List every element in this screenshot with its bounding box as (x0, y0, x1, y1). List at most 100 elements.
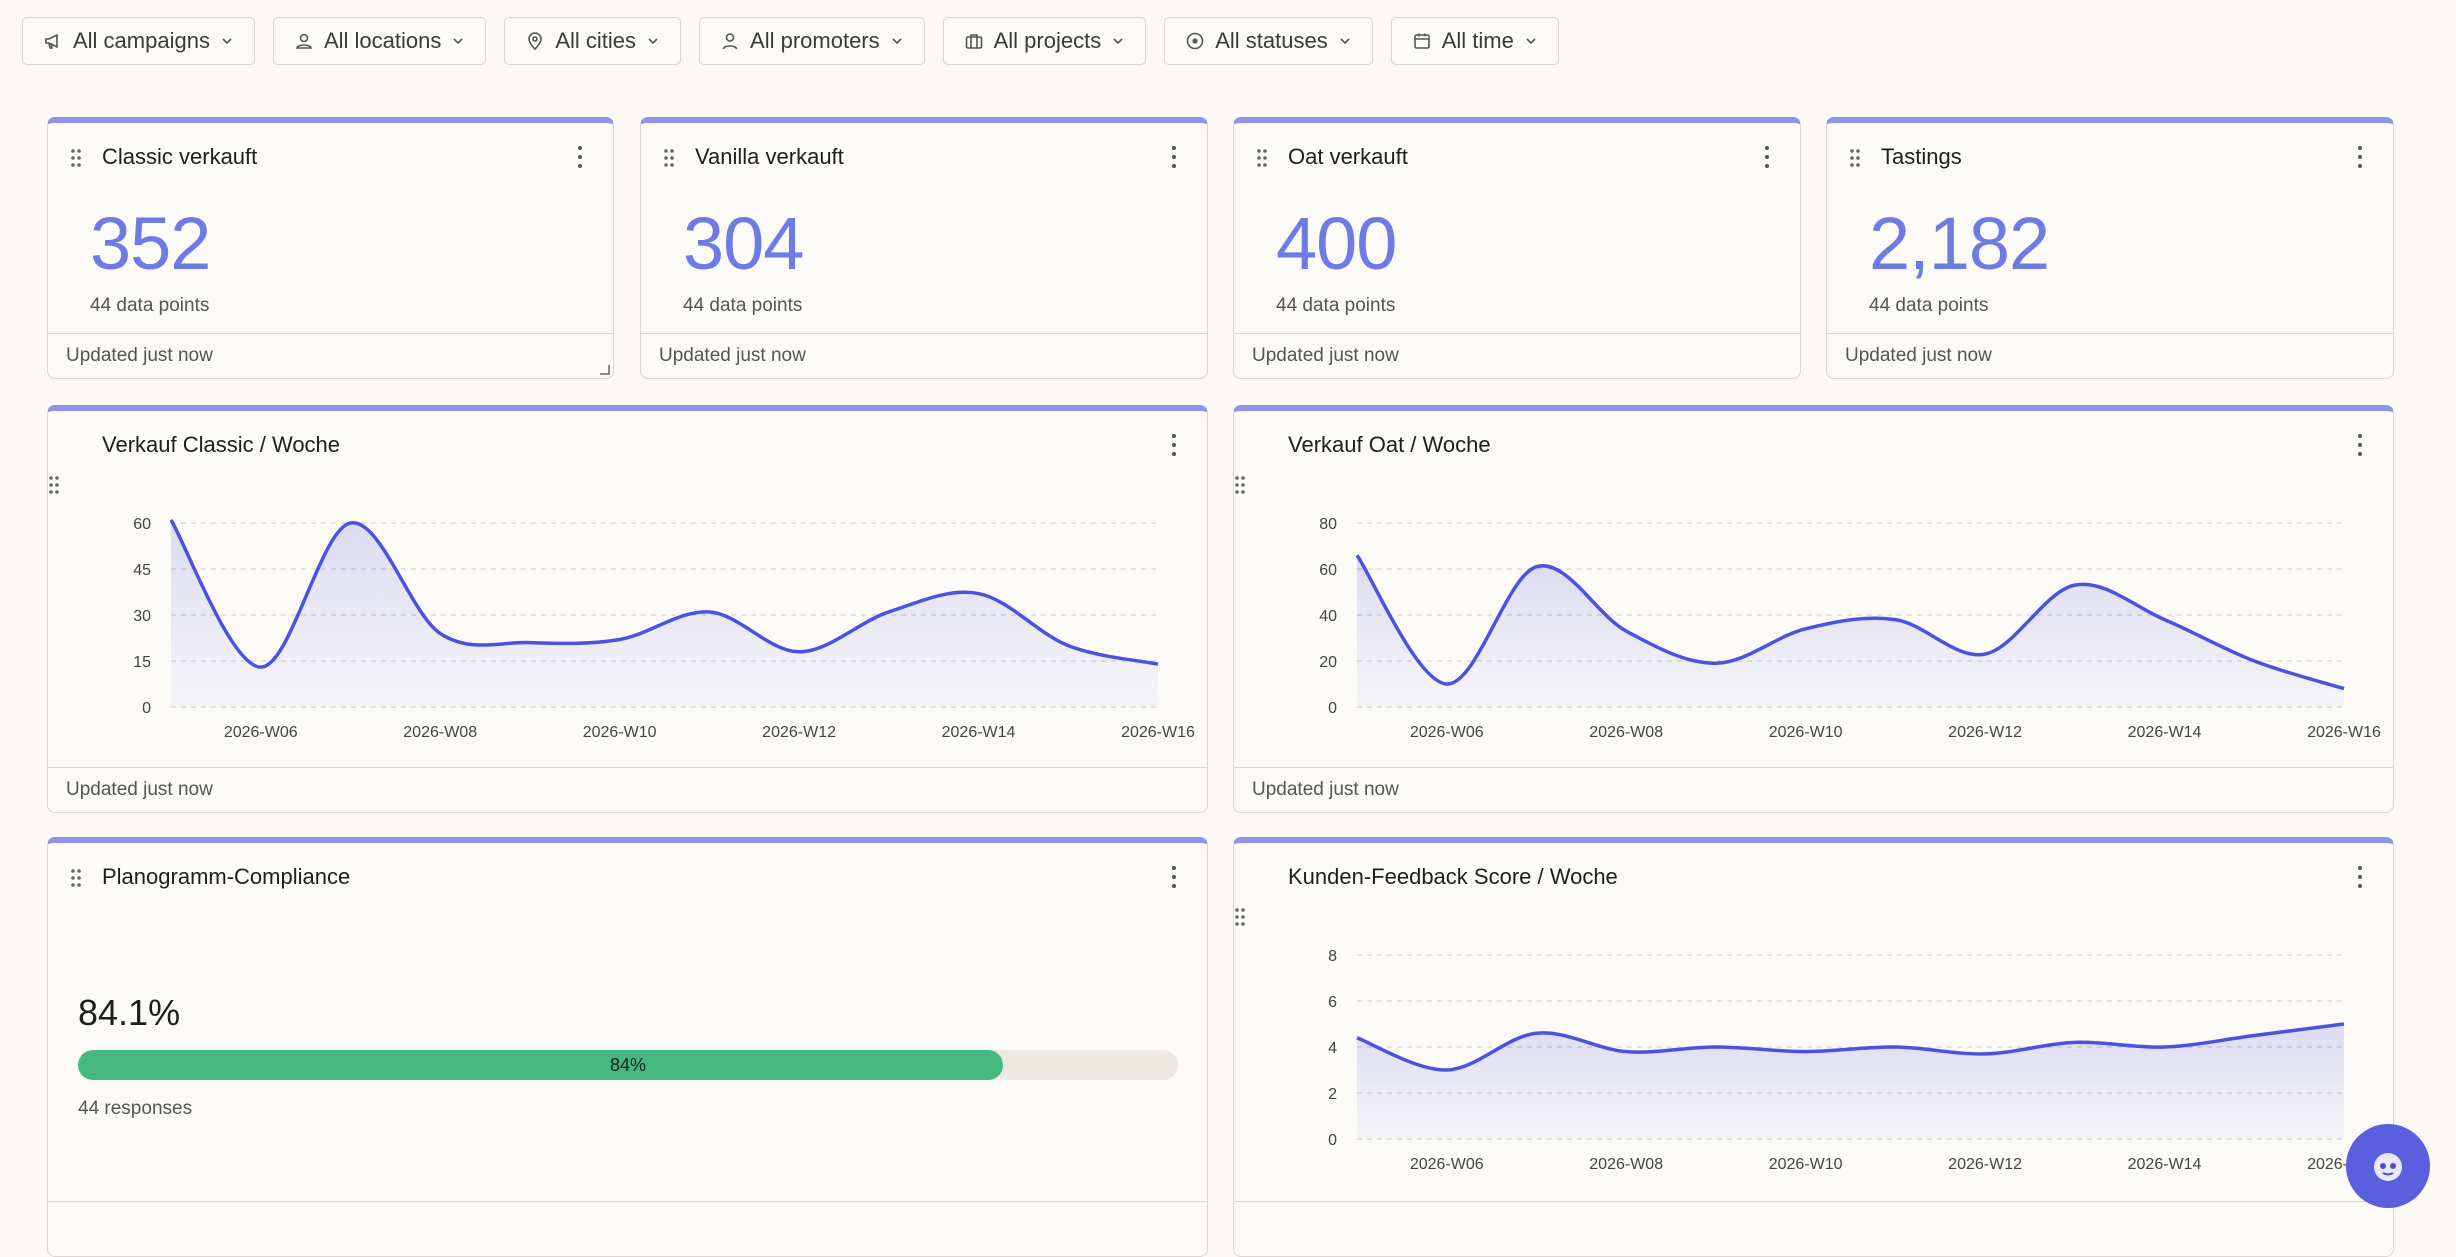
card-header: Verkauf Oat / Woche (1234, 411, 2393, 494)
kpi-subtext: 44 data points (683, 295, 803, 316)
card-header: Tastings (1827, 123, 2393, 187)
more-options-icon[interactable] (1167, 864, 1181, 890)
x-tick-label: 2026-W08 (1589, 1156, 1663, 1173)
card-header: Oat verkauft (1234, 123, 1800, 187)
more-options-icon[interactable] (1167, 144, 1181, 170)
status-filter[interactable]: All statuses (1164, 17, 1373, 65)
x-tick-label: 2026-W06 (224, 724, 298, 741)
chart-card-feedback: Kunden-Feedback Score / Woche 0 2 4 6 8 2026-… (1233, 837, 2394, 1257)
y-tick-label: 6 (1328, 994, 1337, 1011)
card-title: Tastings (1881, 144, 1962, 169)
x-tick-label: 2026-W06 (1410, 1156, 1484, 1173)
progress-track: 84% (78, 1050, 1178, 1080)
card-header: Planogramm-Compliance (48, 843, 1207, 907)
y-tick-label: 40 (1319, 608, 1337, 625)
resize-handle-icon[interactable] (600, 365, 610, 375)
drag-handle-icon[interactable] (1256, 148, 1268, 168)
drag-handle-icon[interactable] (1234, 907, 1246, 927)
kpi-value: 304 (683, 202, 804, 285)
line-chart-classic: 0 15 30 45 60 2026-W06 2026-W08 2026-W10 2026-W1… (133, 516, 1195, 741)
circle-status-icon (1186, 32, 1204, 50)
campaign-filter[interactable]: All campaigns (22, 17, 255, 65)
location-filter[interactable]: All locations (272, 17, 487, 65)
kpi-card-oat: Oat verkauft 400 44 data points Updated … (1233, 117, 1801, 379)
x-tick-label: 2026-W16 (1121, 724, 1195, 741)
line-chart-feedback: 0 2 4 6 8 2026-W06 2026-W08 2026-W10 2026-W12 202… (1328, 948, 2381, 1173)
chart-card-classic: Verkauf Classic / Woche 0 15 30 45 60 2026-W0… (47, 405, 1208, 813)
x-tick-label: 2026-W10 (583, 724, 657, 741)
updated-text: Updated just now (1845, 345, 1992, 366)
more-options-icon[interactable] (1760, 144, 1774, 170)
chevron-down-icon (453, 38, 463, 45)
y-tick-label: 20 (1319, 654, 1337, 671)
project-filter[interactable]: All projects (942, 17, 1147, 65)
briefcase-icon (965, 34, 982, 49)
kpi-value: 352 (90, 202, 211, 285)
x-tick-label: 2026-W10 (1769, 724, 1843, 741)
time-filter[interactable]: All time (1390, 17, 1559, 65)
card-header: Verkauf Classic / Woche (48, 411, 1207, 494)
x-tick-label: 2026-W14 (2128, 1156, 2202, 1173)
y-tick-label: 0 (142, 700, 151, 717)
y-tick-label: 60 (133, 516, 151, 533)
bot-face-icon (2374, 1153, 2402, 1181)
calendar-icon (1413, 33, 1430, 49)
kpi-subtext: 44 data points (90, 295, 210, 316)
drag-handle-icon[interactable] (1234, 475, 1246, 495)
updated-text: Updated just now (1252, 345, 1399, 366)
series-line (1356, 1022, 2345, 1072)
filter-label: All campaigns (73, 28, 210, 53)
x-tick-label: 2026-W12 (1948, 724, 2022, 741)
card-footer-divider (1234, 1201, 2393, 1202)
y-tick-label: 0 (1328, 1132, 1337, 1149)
y-tick-label: 0 (1328, 700, 1337, 717)
chart-card-oat: Verkauf Oat / Woche 0 20 40 60 80 2026-W06 202… (1233, 405, 2394, 813)
card-footer: Updated just now (1827, 333, 2393, 378)
assistant-button[interactable] (2346, 1124, 2430, 1208)
more-options-icon[interactable] (1167, 432, 1181, 458)
chevron-down-icon (1340, 38, 1350, 45)
series-line (169, 519, 1159, 669)
more-options-icon[interactable] (2353, 432, 2367, 458)
line-chart-oat: 0 20 40 60 80 2026-W06 2026-W08 2026-W10 2026-W1… (1319, 516, 2381, 741)
drag-handle-icon[interactable] (663, 148, 675, 168)
filter-label: All locations (323, 28, 442, 53)
user-icon (722, 33, 738, 50)
compliance-value: 84.1% (78, 992, 181, 1033)
drag-handle-icon[interactable] (1849, 148, 1861, 168)
card-title: Kunden-Feedback Score / Woche (1288, 864, 1618, 889)
area-fill (171, 519, 1158, 707)
y-tick-label: 4 (1328, 1040, 1337, 1057)
filter-label: All cities (555, 28, 637, 53)
card-header: Kunden-Feedback Score / Woche (1234, 843, 2393, 926)
promoter-filter[interactable]: All promoters (699, 17, 925, 65)
chevron-down-icon (222, 38, 232, 45)
more-options-icon[interactable] (2353, 144, 2367, 170)
compliance-card: Planogramm-Compliance 84.1% 84% 44 respo… (47, 837, 1208, 1257)
megaphone-icon (45, 33, 58, 49)
x-tick-label: 2026-W10 (1769, 1156, 1843, 1173)
x-tick-label: 2026-W08 (403, 724, 477, 741)
city-filter[interactable]: All cities (504, 17, 682, 65)
drag-handle-icon[interactable] (48, 475, 60, 495)
drag-handle-icon[interactable] (70, 148, 82, 168)
chevron-down-icon (1113, 38, 1123, 45)
kpi-card-vanilla: Vanilla verkauft 304 44 data points Upda… (640, 117, 1208, 379)
y-tick-label: 30 (133, 608, 151, 625)
updated-text: Updated just now (66, 345, 213, 366)
card-title: Verkauf Oat / Woche (1288, 432, 1491, 457)
chevron-down-icon (648, 38, 658, 45)
card-title: Planogramm-Compliance (102, 864, 351, 889)
y-tick-label: 80 (1319, 516, 1337, 533)
kpi-subtext: 44 data points (1869, 295, 1989, 316)
card-header: Vanilla verkauft (641, 123, 1207, 187)
more-options-icon[interactable] (573, 144, 587, 170)
kpi-card-tastings: Tastings 2,182 44 data points Updated ju… (1826, 117, 2394, 379)
x-tick-label: 2026-W14 (942, 724, 1016, 741)
card-footer: Updated just now (48, 767, 1207, 812)
area-fill (1357, 1024, 2344, 1139)
more-options-icon[interactable] (2353, 864, 2367, 890)
filter-label: All time (1441, 28, 1514, 53)
drag-handle-icon[interactable] (70, 868, 82, 888)
map-pin-icon (528, 32, 543, 51)
